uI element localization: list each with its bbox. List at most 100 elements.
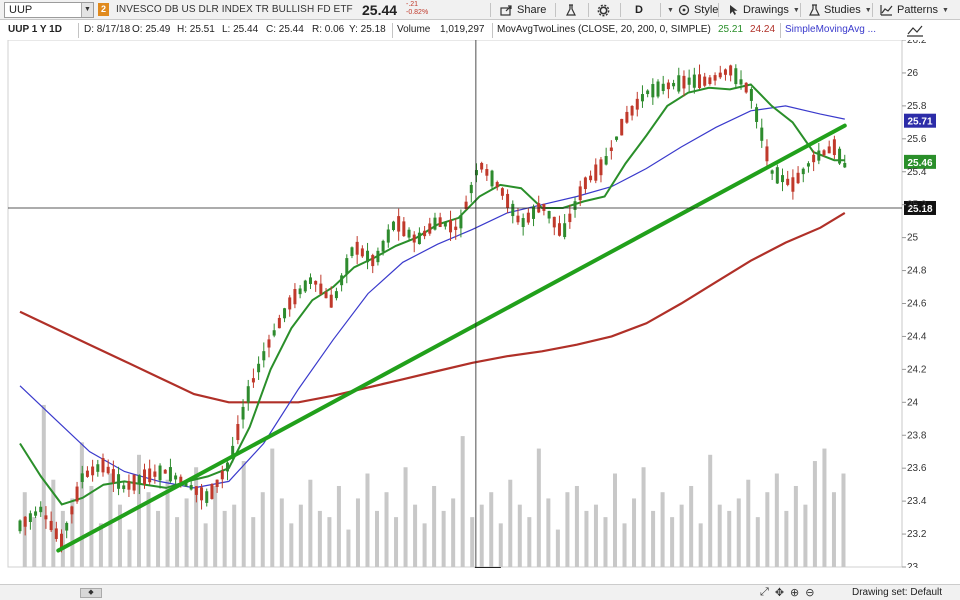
info-range: R: 0.06 — [312, 24, 345, 35]
volume-bar — [479, 504, 484, 567]
axis-layer: 26.2 26 25.8 25.6 25.4 25.2 25 24.8 24.6 24.4 24.2… — [902, 40, 927, 568]
candle-body — [205, 491, 209, 503]
candle-body — [324, 291, 328, 299]
candle-body — [371, 255, 375, 267]
candle-body — [386, 229, 390, 243]
candle-body — [666, 82, 670, 90]
volume-bar — [289, 523, 294, 567]
patterns-menu[interactable]: Patterns ▼ — [880, 2, 949, 18]
info-low: L: 25.44 — [222, 24, 259, 35]
volume-bar — [565, 492, 570, 567]
bottom-bar: ◆ ⤢ ✥ ⊕ ⊖ Drawing set: Default — [0, 584, 960, 600]
drawings-menu[interactable]: Drawings ▼ — [728, 2, 800, 18]
volume-bar — [689, 485, 694, 567]
volume-bar — [317, 510, 322, 567]
volume-bar — [508, 479, 513, 567]
volume-bar — [470, 517, 475, 567]
candle-body — [677, 75, 681, 92]
toolbar: UUP ▼ 2 INVESCO DB US DLR INDEX TR BULLI… — [0, 0, 960, 20]
price-tag-label: 25.46 — [907, 158, 932, 169]
volume-bar — [603, 517, 608, 567]
info-separator — [392, 23, 393, 38]
period-label: D — [635, 4, 643, 16]
candle-body — [225, 462, 229, 472]
price-tag-box — [904, 154, 936, 169]
volume-bar — [203, 523, 208, 567]
candle-body — [749, 88, 753, 101]
settings-button[interactable] — [597, 2, 610, 18]
volume-bar — [641, 467, 646, 567]
candle-body — [391, 221, 395, 230]
time-scroll-thumb[interactable]: ◆ — [80, 588, 102, 598]
candle-body — [412, 234, 416, 243]
share-button[interactable]: Share — [500, 2, 546, 18]
y-tick-label: 24.2 — [907, 364, 927, 375]
symbol-input[interactable]: UUP ▼ — [4, 2, 94, 18]
volume-bar — [251, 517, 256, 567]
volume-bar — [822, 448, 827, 567]
volume-label: Volume — [397, 24, 431, 35]
drawings-label: Drawings — [743, 4, 789, 16]
volume-bar — [346, 529, 351, 567]
candle-body — [739, 79, 743, 85]
toolbar-separator — [620, 3, 621, 17]
candle-body — [96, 464, 100, 472]
candle-body — [791, 177, 795, 192]
candle-body — [599, 159, 603, 176]
chart-mode-icon[interactable] — [906, 25, 924, 37]
candle-body — [822, 150, 826, 156]
symbol-dropdown-arrow-icon[interactable]: ▼ — [81, 3, 93, 17]
volume-bar — [241, 461, 246, 567]
study-ma20-value: 25.21 — [718, 24, 744, 35]
y-tick-label: 26 — [907, 68, 919, 79]
candle-body — [812, 154, 816, 163]
candle-body — [547, 211, 551, 219]
price-tag-box — [904, 200, 936, 215]
zoom-out-icon[interactable]: ⊖ — [805, 587, 815, 599]
volume-bar — [784, 510, 789, 567]
candle-body — [70, 506, 74, 515]
candle-body — [314, 280, 318, 285]
study-movavgtwolines[interactable]: MovAvgTwoLines (CLOSE, 20, 200, 0, SIMPL… — [497, 24, 711, 35]
series-line-sma-50 — [19, 105, 845, 489]
candle-body — [283, 308, 287, 319]
volume-bar — [708, 454, 713, 567]
candle-body — [272, 330, 276, 336]
volume-bar — [632, 498, 637, 567]
zoom-in-icon[interactable]: ⊕ — [790, 587, 800, 599]
candle-body — [241, 406, 245, 420]
candle-body — [500, 188, 504, 196]
candle-body — [54, 528, 58, 539]
expand-icon[interactable]: ⤢ — [760, 586, 769, 598]
drawing-set-label: Drawing set: Default — [852, 587, 943, 598]
pan-icon[interactable]: ✥ — [774, 587, 785, 599]
candle-body — [127, 481, 131, 490]
candle-body — [179, 476, 183, 485]
volume-bar — [146, 492, 151, 567]
candle-body — [23, 516, 27, 527]
volume-bar — [803, 504, 808, 567]
volume-bar — [298, 504, 303, 567]
candle-body — [781, 175, 785, 183]
studies-menu[interactable]: Studies ▼ — [809, 2, 872, 18]
candle-body — [682, 75, 686, 89]
share-label: Share — [517, 4, 547, 16]
candle-body — [417, 232, 421, 245]
volume-bar — [184, 498, 189, 567]
link-group-badge[interactable]: 2 — [98, 3, 109, 16]
toolbar-separator — [718, 3, 719, 17]
period-dropdown[interactable]: D — [635, 2, 643, 18]
study-simplemovingavg[interactable]: SimpleMovingAvg ... — [785, 24, 876, 35]
volume-bar — [774, 473, 779, 567]
chevron-down-icon: ▼ — [792, 6, 800, 14]
candle-body — [454, 226, 458, 230]
candle-body — [604, 156, 608, 165]
candle-body — [80, 473, 84, 482]
volume-bar — [70, 498, 75, 567]
style-menu[interactable]: ▼ Style — [667, 2, 718, 18]
candle-body — [485, 169, 489, 176]
volume-bar — [765, 492, 770, 567]
flask-button[interactable] — [565, 2, 577, 18]
volume-bar — [546, 498, 551, 567]
